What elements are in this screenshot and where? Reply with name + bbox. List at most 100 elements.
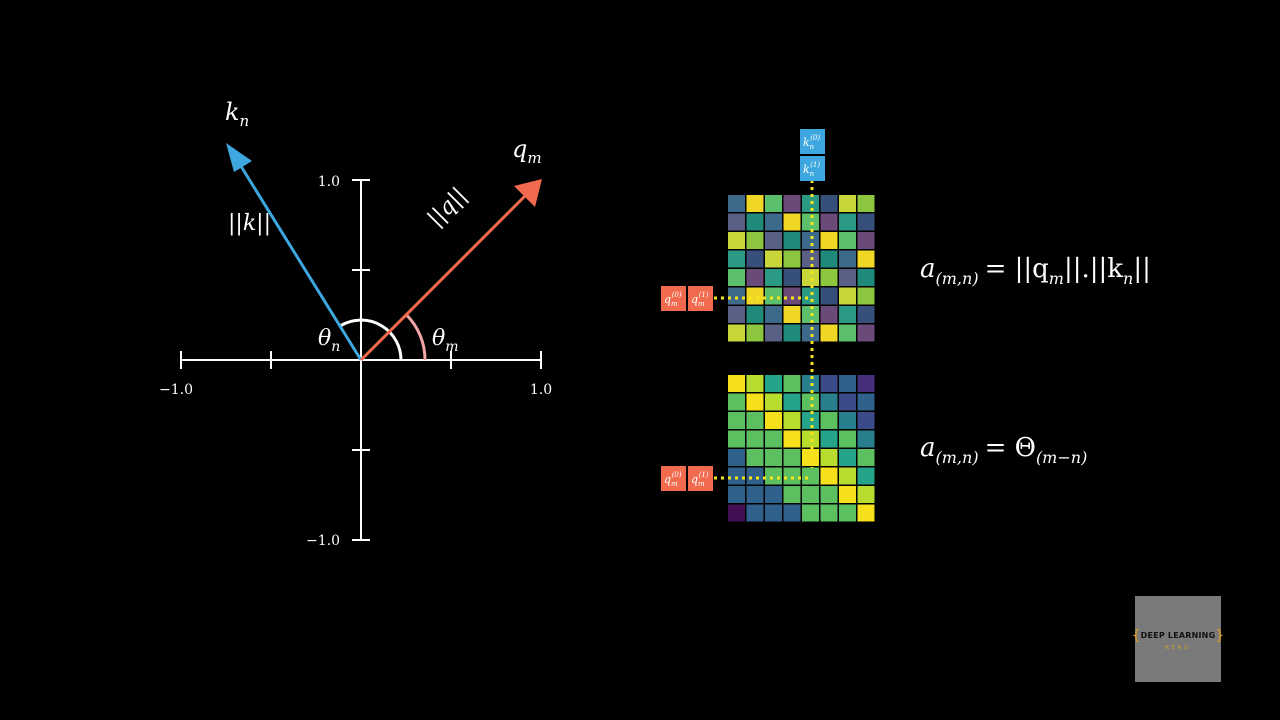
grid-cell: [857, 250, 875, 268]
query-box-bottom-1-label: qm(1): [691, 471, 709, 488]
theta-m-label: θm: [432, 326, 459, 355]
grid-cell: [765, 287, 782, 305]
grid-cell: [746, 375, 764, 392]
grid-cell: [857, 504, 875, 522]
grid-cell: [765, 269, 782, 286]
grid-cell: [839, 269, 856, 286]
top-attention-grid: [728, 195, 875, 342]
grid-cell: [857, 393, 875, 411]
grid-cell: [765, 324, 782, 342]
grid-cell: [728, 412, 745, 429]
grid-cell: [728, 195, 745, 212]
grid-cell: [765, 250, 782, 268]
grid-cell: [857, 269, 875, 286]
query-boxes-bottom: qm(0) qm(1): [661, 466, 713, 491]
grid-cell: [746, 467, 764, 485]
grid-cell: [728, 306, 745, 323]
grid-cell: [765, 467, 782, 485]
grid-cell: [857, 306, 875, 323]
grid-cell: [765, 449, 782, 466]
grid-cell: [820, 232, 838, 249]
grid-cell: [820, 393, 838, 411]
grid-cell: [746, 195, 764, 212]
grid-cell: [746, 232, 764, 249]
grid-cell: [820, 306, 838, 323]
grid-cell: [839, 232, 856, 249]
grid-cell: [765, 232, 782, 249]
grid-cell: [783, 375, 801, 392]
grid-cell: [839, 467, 856, 485]
grid-cell: [820, 269, 838, 286]
grid-cell: [802, 287, 819, 305]
grid-cell: [839, 504, 856, 522]
grid-cell: [820, 195, 838, 212]
grid-cell: [839, 412, 856, 429]
logo-brand: {DEEP LEARNING}: [1131, 627, 1225, 644]
grid-cell: [820, 375, 838, 392]
grid-cell: [839, 430, 856, 448]
grid-cell: [783, 430, 801, 448]
grid-cell: [728, 486, 745, 503]
grid-cell: [783, 324, 801, 342]
grid-cell: [857, 412, 875, 429]
grid-cell: [783, 232, 801, 249]
grid-cell: [820, 213, 838, 231]
grid-cell: [783, 269, 801, 286]
grid-cell: [746, 412, 764, 429]
grid-cell: [857, 287, 875, 305]
grid-cell: [857, 430, 875, 448]
grid-cell: [857, 449, 875, 466]
bottom-attention-grid: [728, 375, 875, 522]
deep-learning-hero-logo: {DEEP LEARNING} HERO: [1132, 596, 1224, 682]
grid-cell: [783, 467, 801, 485]
y-tick-min-label: −1.0: [306, 533, 340, 549]
grid-cell: [765, 393, 782, 411]
grid-cell: [802, 449, 819, 466]
grid-cell: [746, 393, 764, 411]
grid-cell: [839, 250, 856, 268]
grid-cell: [802, 486, 819, 503]
grid-cell: [746, 269, 764, 286]
grid-cell: [765, 486, 782, 503]
grid-cell: [746, 449, 764, 466]
grid-cell: [857, 195, 875, 212]
grid-cell: [802, 269, 819, 286]
grid-cell: [820, 250, 838, 268]
grid-cell: [746, 504, 764, 522]
grid-cell: [802, 467, 819, 485]
grid-cell: [728, 324, 745, 342]
grid-cell: [746, 486, 764, 503]
grid-cell: [857, 375, 875, 392]
grid-cell: [820, 486, 838, 503]
q-vector-label: qm: [512, 135, 542, 167]
grid-cell: [783, 504, 801, 522]
grid-cell: [820, 467, 838, 485]
grid-cell: [728, 430, 745, 448]
grid-cell: [857, 213, 875, 231]
formula-top: a(m,n) = ||qm||.||kn||: [920, 254, 1151, 288]
grid-cell: [820, 449, 838, 466]
grid-cell: [820, 324, 838, 342]
grid-cell: [728, 393, 745, 411]
grid-cell: [783, 449, 801, 466]
grid-cell: [728, 269, 745, 286]
x-tick-min-label: −1.0: [159, 382, 193, 398]
k-norm-label: ||k||: [228, 211, 271, 236]
grid-cell: [765, 213, 782, 231]
grid-cell: [839, 449, 856, 466]
grid-cell: [746, 287, 764, 305]
grid-cell: [820, 430, 838, 448]
grid-cell: [783, 287, 801, 305]
grid-cell: [857, 486, 875, 503]
key-box-0-label: kn(0): [803, 134, 820, 151]
grid-cell: [839, 306, 856, 323]
grid-cell: [765, 306, 782, 323]
grid-cell: [839, 486, 856, 503]
grid-cell: [746, 213, 764, 231]
grid-cell: [783, 213, 801, 231]
theta-n-arc: [340, 318, 403, 361]
k-vector-arrowhead: [226, 143, 252, 172]
grid-cell: [765, 412, 782, 429]
grid-cell: [820, 287, 838, 305]
